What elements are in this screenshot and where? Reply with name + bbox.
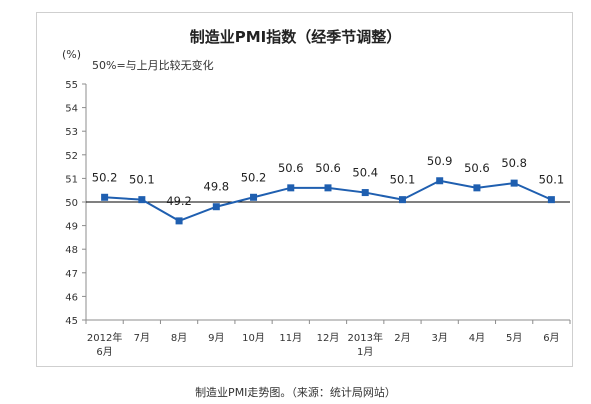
- x-tick-label: 11月: [279, 332, 302, 344]
- y-axis-unit: (%): [62, 48, 82, 61]
- y-tick-label: 48: [65, 245, 78, 256]
- y-tick-label: 49: [65, 222, 78, 233]
- y-tick-label: 45: [65, 316, 78, 327]
- y-tick-label: 51: [65, 174, 78, 185]
- y-tick-label: 46: [65, 292, 78, 303]
- data-label: 50.1: [539, 173, 565, 187]
- data-point: [287, 184, 295, 192]
- data-point: [250, 193, 258, 201]
- data-point: [436, 177, 444, 185]
- data-label: 49.2: [166, 194, 192, 208]
- x-tick-label: 6月: [96, 346, 112, 358]
- x-tick-label: 1月: [357, 346, 373, 358]
- x-tick-label: 3月: [432, 332, 448, 344]
- data-point: [510, 179, 518, 187]
- data-point: [361, 189, 369, 197]
- data-point: [212, 203, 220, 211]
- data-point: [175, 217, 183, 225]
- data-label: 49.8: [204, 180, 230, 194]
- x-tick-label: 8月: [171, 332, 187, 344]
- chart-frame: [36, 12, 573, 367]
- x-tick-label: 5月: [506, 332, 522, 344]
- data-point: [324, 184, 332, 192]
- data-label: 50.8: [501, 156, 527, 170]
- y-tick-label: 52: [65, 151, 78, 162]
- x-tick-label: 9月: [208, 332, 224, 344]
- data-point: [547, 196, 555, 204]
- data-label: 50.9: [427, 154, 453, 168]
- data-label: 50.4: [352, 166, 378, 180]
- data-label: 50.1: [390, 173, 416, 187]
- data-label: 50.6: [315, 161, 341, 175]
- x-tick-label: 2012年: [87, 331, 122, 344]
- data-label: 50.2: [241, 170, 267, 184]
- y-tick-label: 50: [65, 198, 78, 209]
- y-tick-label: 54: [65, 104, 78, 115]
- data-point: [398, 196, 406, 204]
- data-point: [101, 193, 109, 201]
- x-tick-label: 4月: [469, 332, 485, 344]
- y-tick-label: 53: [65, 127, 78, 138]
- chart-title: 制造业PMI指数（经季节调整）: [189, 28, 402, 46]
- y-tick-label: 55: [65, 80, 78, 91]
- data-label: 50.6: [464, 161, 490, 175]
- y-tick-label: 47: [65, 269, 78, 280]
- data-label: 50.6: [278, 161, 304, 175]
- x-tick-label: 12月: [317, 332, 340, 344]
- x-tick-label: 10月: [242, 332, 265, 344]
- x-tick-label: 7月: [134, 332, 150, 344]
- x-tick-label: 6月: [543, 332, 559, 344]
- x-tick-label: 2月: [394, 332, 410, 344]
- chart-annotation: 50%=与上月比较无变化: [92, 59, 214, 72]
- data-label: 50.2: [92, 170, 118, 184]
- data-label: 50.1: [129, 173, 155, 187]
- data-point: [473, 184, 481, 192]
- data-point: [138, 196, 146, 204]
- x-tick-label: 2013年: [348, 331, 383, 344]
- figure-caption: 制造业PMI走势图。（来源：统计局网站）: [195, 386, 396, 399]
